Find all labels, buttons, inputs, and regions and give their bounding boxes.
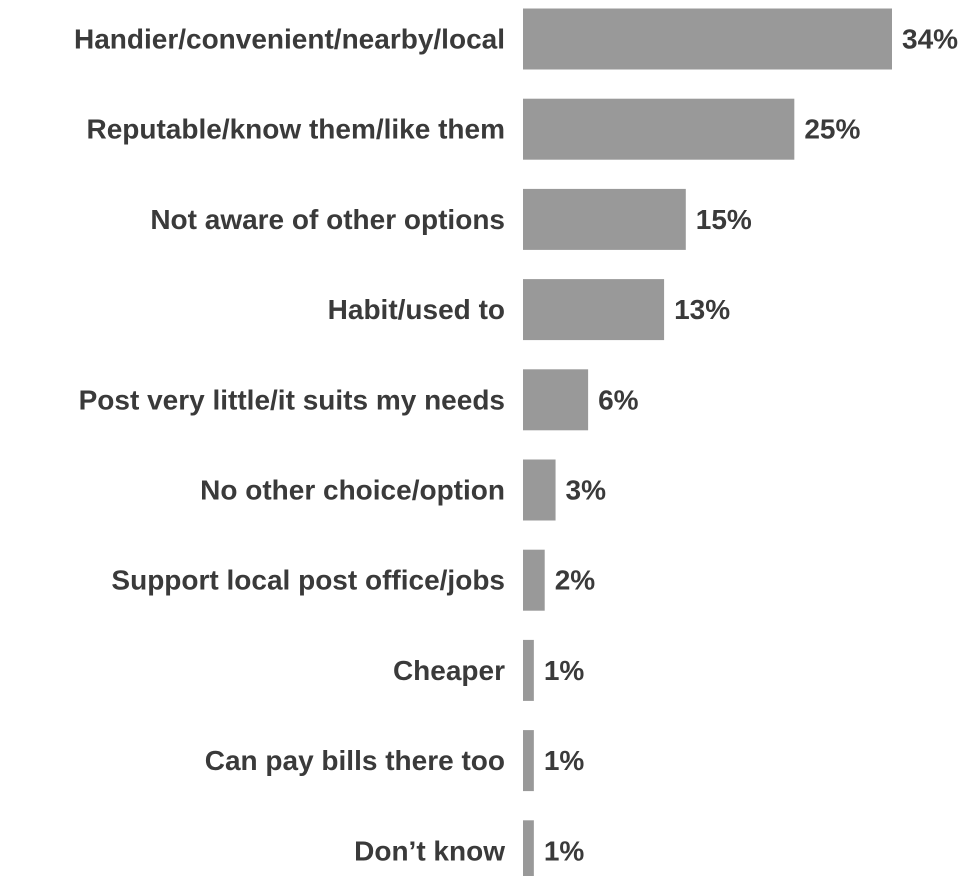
bar xyxy=(523,820,534,876)
value-label: 1% xyxy=(544,745,585,776)
category-label: Support local post office/jobs xyxy=(111,565,505,596)
value-label: 3% xyxy=(566,475,607,506)
bar xyxy=(523,369,589,431)
value-label: 34% xyxy=(902,24,958,55)
category-label: Post very little/it suits my needs xyxy=(79,384,505,415)
bar xyxy=(523,188,686,250)
bar xyxy=(523,279,665,341)
value-label: 1% xyxy=(544,835,585,866)
bar xyxy=(523,639,534,701)
category-label: Reputable/know them/like them xyxy=(86,114,505,145)
category-labels: Handier/convenient/nearby/local Reputable… xyxy=(74,24,505,867)
category-label: Can pay bills there too xyxy=(205,745,505,776)
bar xyxy=(523,549,545,611)
bar xyxy=(523,98,795,160)
bar xyxy=(523,459,556,521)
value-label: 25% xyxy=(804,114,860,145)
bar xyxy=(523,730,534,792)
category-label: Not aware of other options xyxy=(150,204,505,235)
value-labels: 34% 25% 15% 13% 6% 3% 2% 1% 1% 1% xyxy=(544,24,958,867)
bar xyxy=(523,8,892,70)
bars xyxy=(523,8,892,876)
category-label: Don’t know xyxy=(354,835,505,866)
value-label: 1% xyxy=(544,655,585,686)
category-label: Habit/used to xyxy=(328,294,505,325)
category-label: No other choice/option xyxy=(200,475,505,506)
value-label: 13% xyxy=(674,294,730,325)
value-label: 2% xyxy=(555,565,596,596)
category-label: Cheaper xyxy=(393,655,505,686)
value-label: 6% xyxy=(598,384,639,415)
value-label: 15% xyxy=(696,204,752,235)
category-label: Handier/convenient/nearby/local xyxy=(74,24,505,55)
